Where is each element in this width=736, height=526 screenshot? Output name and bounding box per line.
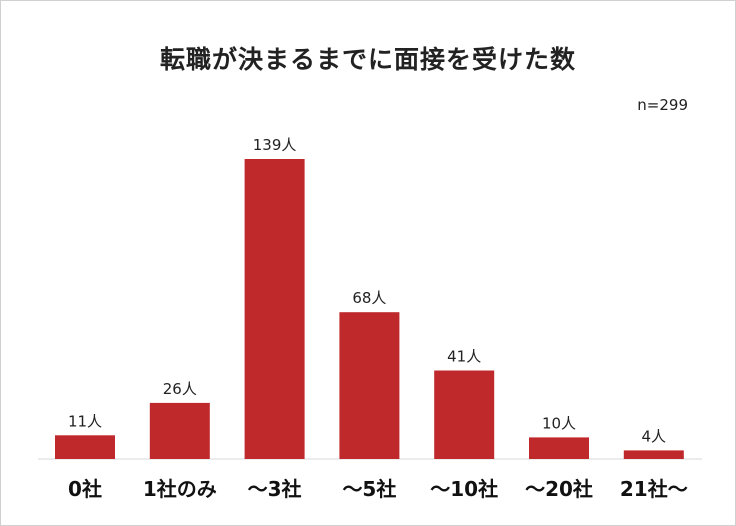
data-label: 11人	[68, 412, 102, 430]
bar	[339, 312, 400, 459]
category-label: 〜20社	[525, 477, 593, 501]
bar	[55, 435, 115, 459]
bar	[623, 450, 684, 459]
bar	[244, 159, 305, 459]
data-label: 4人	[642, 427, 667, 445]
data-label: 41人	[447, 348, 481, 366]
category-label: 1社のみ	[143, 477, 217, 501]
category-label: 0社	[68, 477, 102, 501]
data-labels: 11人 26人 139人 68人 41人 10人 4人	[68, 136, 666, 445]
category-label: 〜3社	[248, 477, 302, 501]
bar	[434, 370, 495, 459]
sample-size-note: n=299	[637, 96, 688, 114]
bar	[529, 437, 589, 459]
data-label: 26人	[163, 380, 197, 398]
bar	[149, 402, 210, 459]
data-label: 68人	[352, 289, 386, 307]
chart-title: 転職が決まるまでに面接を受けた数	[159, 45, 576, 74]
category-label: 〜5社	[342, 477, 396, 501]
category-labels: 0社 1社のみ 〜3社 〜5社 〜10社 〜20社 21社〜	[68, 477, 688, 501]
category-label: 21社〜	[620, 477, 688, 501]
data-label: 139人	[253, 136, 297, 154]
bars	[55, 159, 684, 459]
category-label: 〜10社	[430, 477, 498, 501]
data-label: 10人	[542, 414, 576, 432]
